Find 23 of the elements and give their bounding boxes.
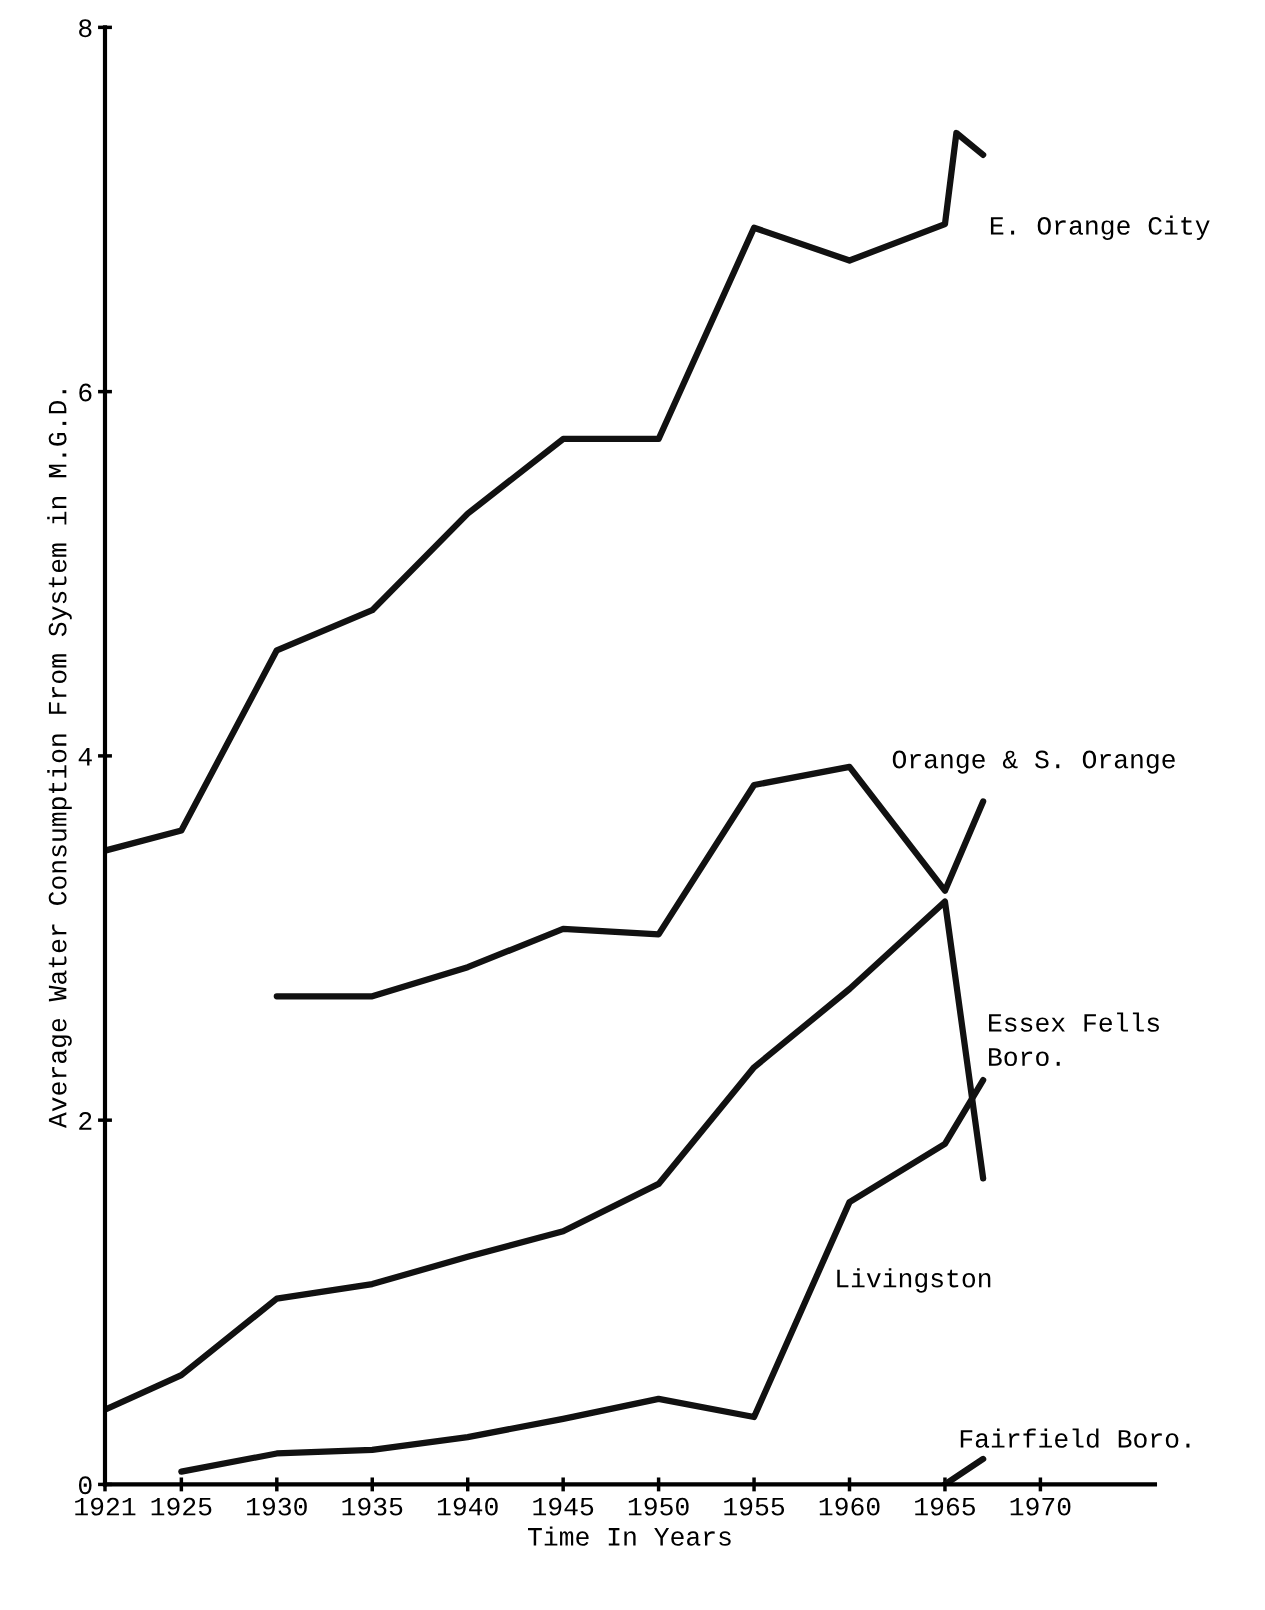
series-label: E. Orange City [990,215,1210,241]
x-tick-label: 1965 [915,1497,975,1516]
x-tick-label: 1970 [1010,1497,1071,1516]
y-tick-label: 6 [79,383,92,402]
series-label: Orange & S. Orange [892,750,1175,774]
series-label: Fairfield Boro. [960,1428,1190,1448]
x-tick-label: 1940 [437,1497,498,1516]
x-tick-label: 1945 [533,1497,594,1516]
y-tick-label: 4 [78,748,92,766]
x-tick-label: 1921 [75,1497,136,1516]
y-tick-label: 2 [79,1112,92,1130]
series-label: Essex Fells Boro. [989,1012,1159,1067]
series-label: Livingston [837,1268,991,1293]
x-tick-label: 1935 [342,1497,403,1516]
x-tick-label: 1960 [819,1497,880,1516]
x-tick-label: 1955 [724,1497,785,1516]
y-tick-label: 8 [79,19,92,38]
x-axis-title: Time In Years [528,1526,731,1546]
x-tick-label: 1925 [151,1497,212,1516]
y-axis-title: Average Water Consumption From System in M.G.D. [47,390,72,1129]
y-tick-label: 0 [78,1476,92,1495]
x-tick-label: 1950 [628,1497,689,1516]
x-tick-label: 1930 [247,1497,307,1516]
